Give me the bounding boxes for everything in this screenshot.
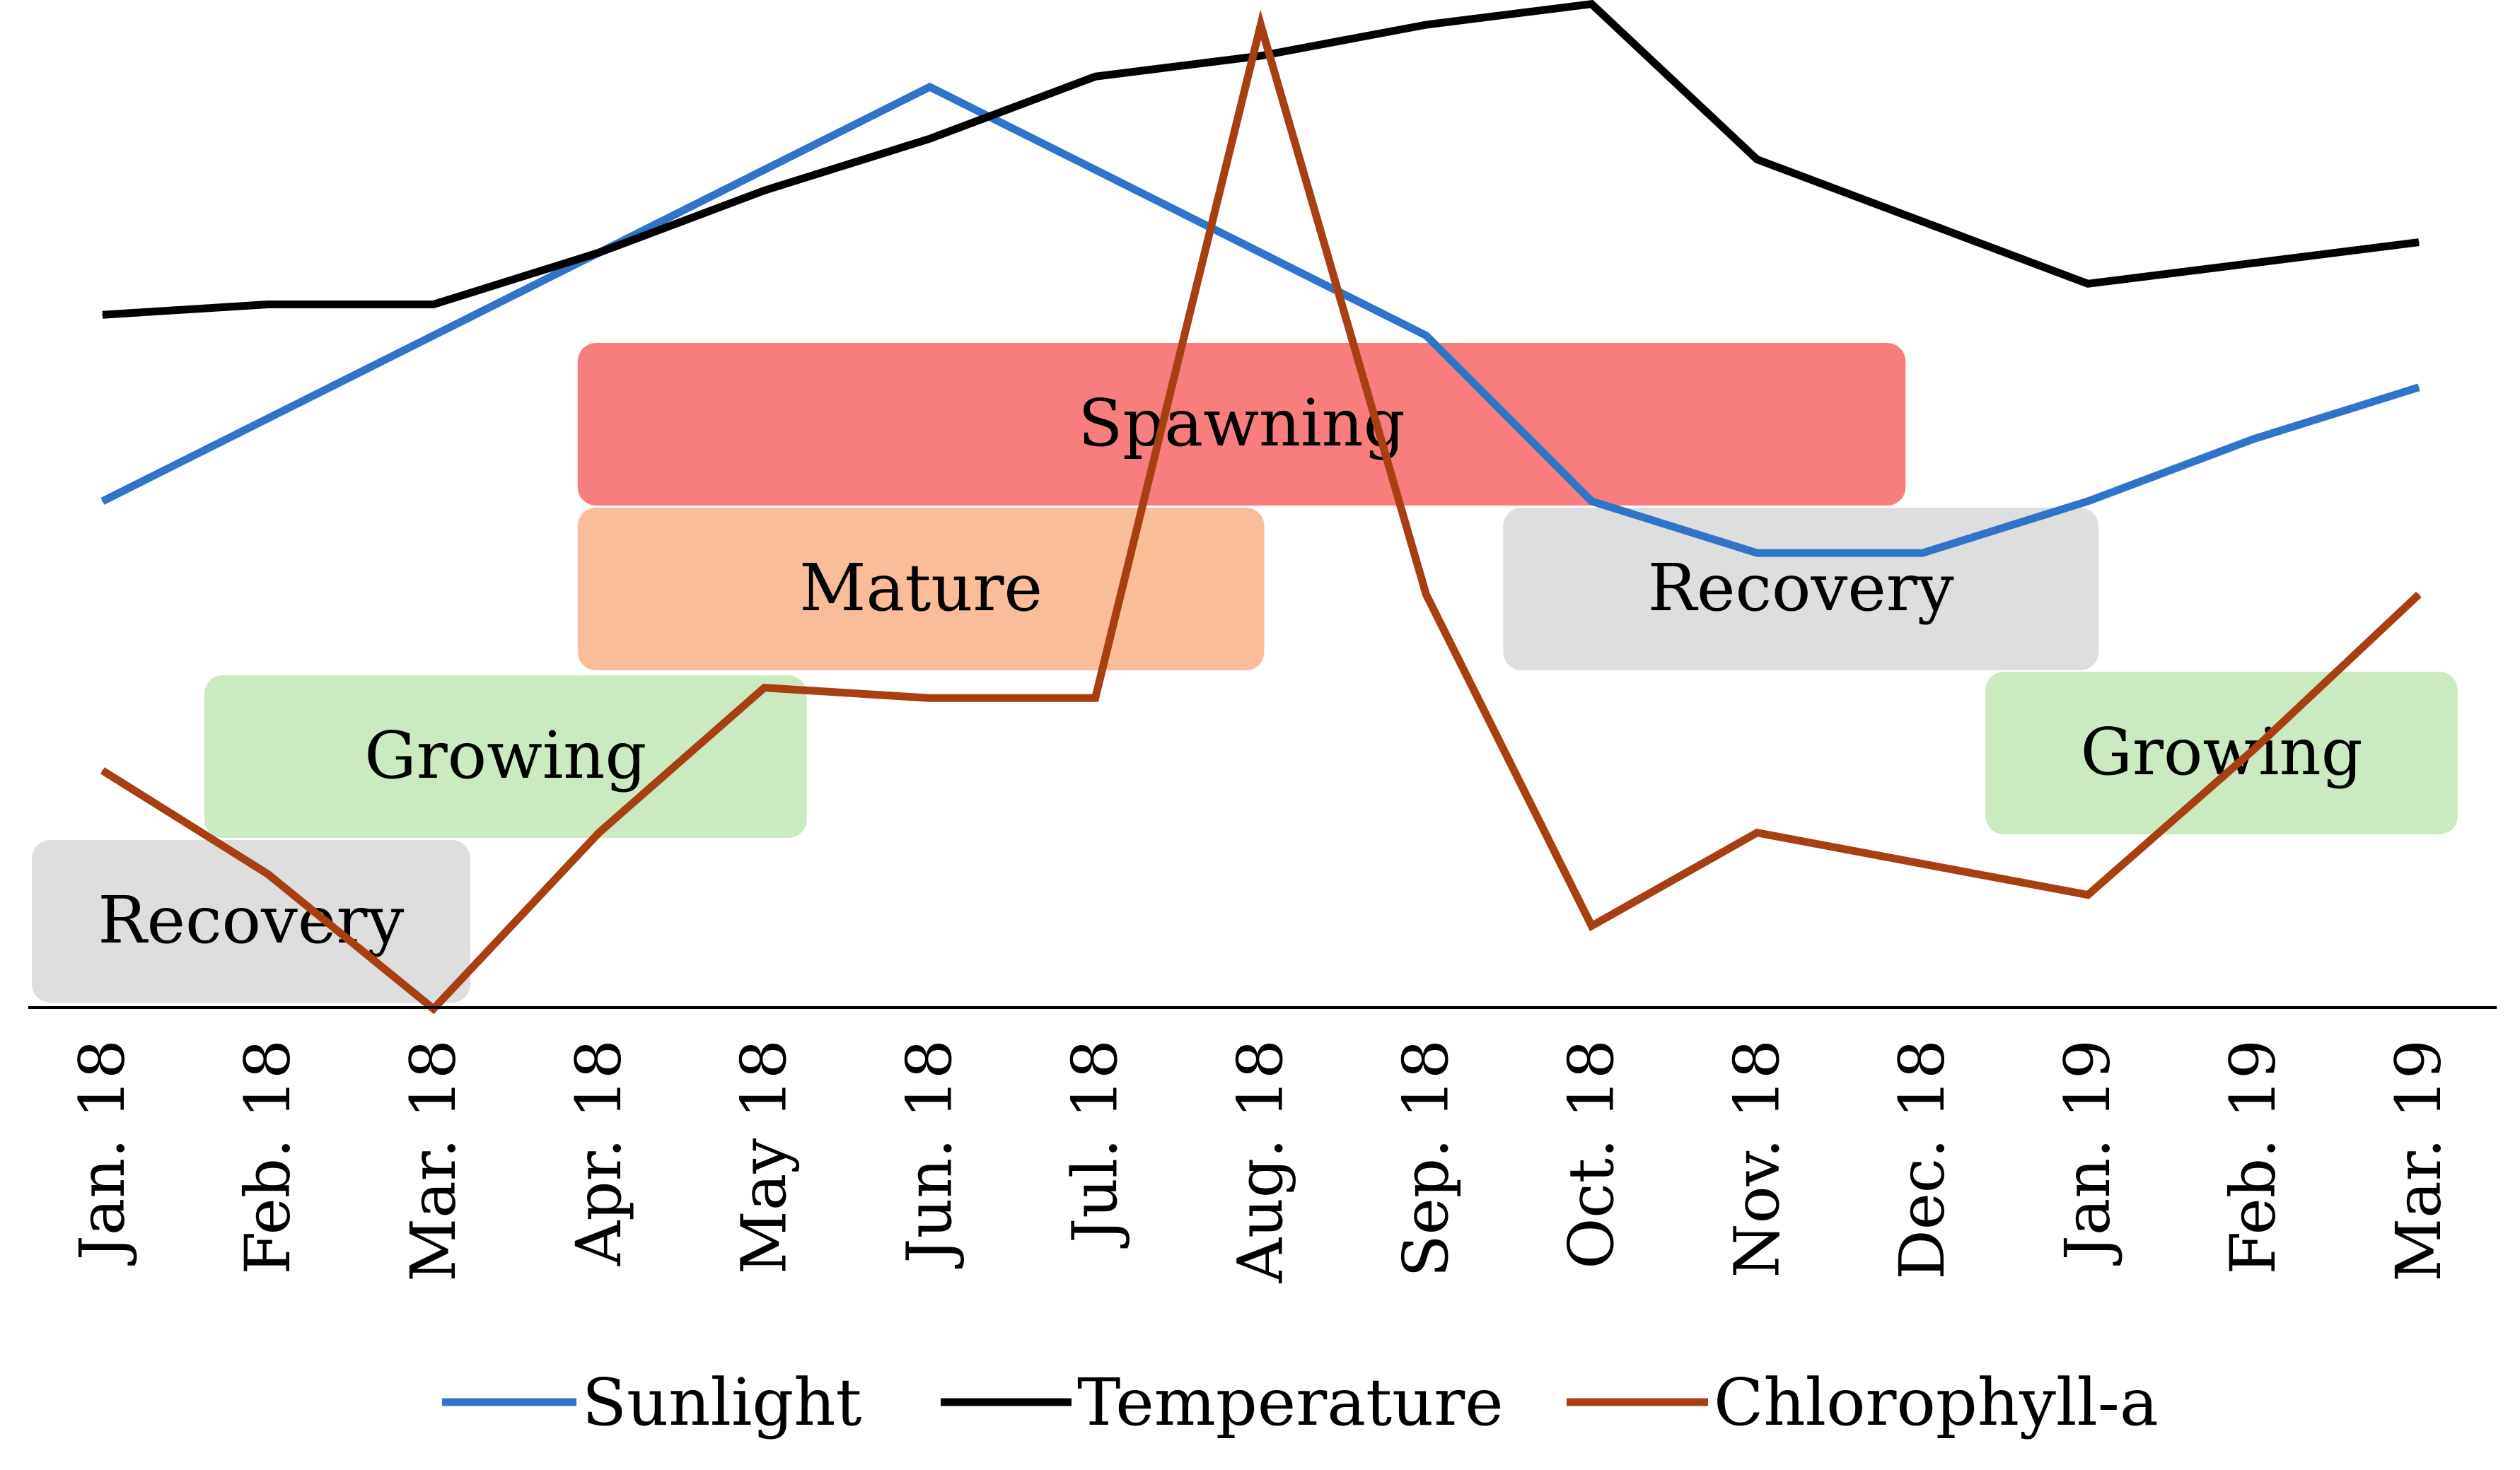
data-point-sunlight [1260,252,1262,254]
x-tick-label: Jun. 18 [893,1039,966,1269]
phase-growing-5: Growing [1985,672,2458,834]
data-point-chlorophyll-a [2087,894,2089,896]
x-tick-label: Apr. 18 [562,1039,635,1266]
data-point-sunlight [1922,552,1924,554]
data-point-temperature [267,303,269,305]
phase-bands: RecoveryGrowingMatureSpawningRecoveryGro… [32,343,2458,1003]
legend-item-sunlight: Sunlight [442,1365,862,1440]
data-point-temperature [432,303,434,305]
legend-item-chlorophyll-a: Chlorophyll-a [1567,1365,2159,1440]
data-point-chlorophyll-a [2418,593,2420,595]
data-point-chlorophyll-a [2253,749,2255,751]
phase-band-mature [577,508,1265,670]
data-point-temperature [2087,283,2089,285]
phase-label: Growing [364,718,646,793]
x-tick-label: Jan. 19 [2051,1039,2124,1266]
data-point-chlorophyll-a [1425,593,1427,595]
data-point-chlorophyll-a [1756,832,1758,834]
data-point-temperature [1756,158,1758,161]
data-point-temperature [929,138,931,140]
series-line-temperature [102,0,2420,319]
data-point-temperature [1260,54,1262,57]
series-temperature [102,0,2420,319]
series-lines [100,0,2422,1015]
data-point-temperature [1922,221,1924,223]
phase-band-recovery [32,840,470,1003]
phase-band-growing [204,675,807,838]
data-point-temperature [1591,3,1593,5]
data-point-sunlight [1591,500,1593,502]
x-tick-label: May 18 [728,1039,801,1274]
phase-growing-1: Growing [204,675,807,838]
data-point-sunlight [763,169,765,171]
data-point-chlorophyll-a [929,697,931,699]
phase-label: Mature [799,550,1043,626]
x-tick-label: Aug. 18 [1224,1039,1297,1283]
legend-label: Temperature [1077,1365,1504,1440]
data-point-chlorophyll-a [267,873,269,875]
x-axis-tick-labels: Jan. 18 Feb. 18 Mar. 18 Apr. 18 May 18 Jun. 1… [66,1039,2455,1283]
x-tick-label: Mar. 18 [397,1039,470,1282]
data-point-sunlight [1425,334,1427,337]
phase-mature-2: Mature [577,508,1265,670]
legend-label: Chlorophyll-a [1714,1365,2159,1440]
data-point-chlorophyll-a [1260,24,1262,25]
legend: Sunlight Temperature Chlorophyll-a [442,1365,2159,1440]
phase-band-spawning [577,343,1906,506]
data-point-temperature [1094,76,1096,78]
phase-recovery-4: Recovery [1503,508,2099,670]
data-point-chlorophyll-a [1922,863,1924,865]
x-tick-label: Jul. 18 [1059,1039,1132,1249]
data-point-sunlight [2087,500,2089,502]
x-tick-label: Dec. 18 [1886,1039,1958,1280]
x-tick-label: Feb. 19 [2217,1039,2289,1275]
data-point-sunlight [2253,438,2255,440]
x-tick-label: Mar. 19 [2382,1039,2455,1282]
data-point-chlorophyll-a [1094,697,1096,699]
x-tick-label: Jan. 18 [66,1039,139,1266]
legend-item-temperature: Temperature [941,1365,1504,1440]
legend-label: Sunlight [582,1365,862,1440]
data-point-chlorophyll-a [1591,925,1593,927]
data-point-sunlight [1094,169,1096,171]
x-tick-label: Feb. 18 [231,1039,304,1275]
data-point-temperature [2418,241,2420,243]
data-point-chlorophyll-a [763,687,765,689]
phase-spawning-3: Spawning [577,343,1906,506]
data-point-sunlight [929,86,931,88]
data-point-chlorophyll-a [102,769,103,771]
phase-label: Recovery [1648,550,1954,626]
x-tick-label: Nov. 18 [1720,1039,1793,1278]
data-point-sunlight [2418,386,2420,388]
phase-label: Spawning [1078,385,1405,461]
data-point-temperature [2253,262,2255,264]
data-point-sunlight [102,500,103,502]
data-point-temperature [102,314,103,316]
x-tick-label: Sep. 18 [1389,1039,1462,1278]
series-chlorophyll-a [100,9,2422,1015]
data-point-temperature [1425,24,1427,25]
data-point-sunlight [1756,552,1758,554]
x-tick-label: Oct. 18 [1555,1039,1627,1269]
data-point-temperature [763,189,765,192]
data-point-sunlight [432,334,434,337]
data-point-temperature [598,252,600,254]
data-point-sunlight [267,417,269,419]
data-point-chlorophyll-a [598,832,600,834]
phase-band-growing [1985,672,2458,834]
